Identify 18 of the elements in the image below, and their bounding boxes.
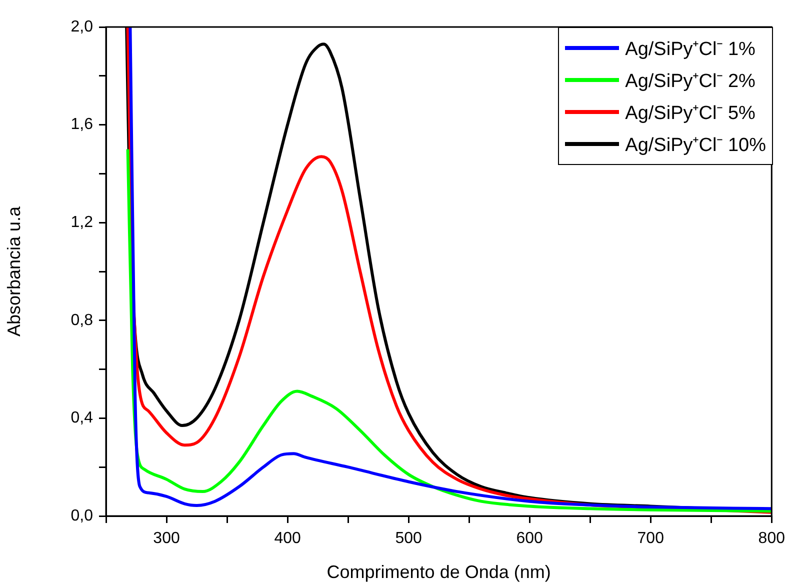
y-axis-title: Absorbancia u.a [4,205,24,337]
y-tick-label: 2,0 [70,18,94,36]
x-tick-label: 500 [395,530,422,548]
y-tick-label: 0,0 [70,507,94,524]
y-tick-label: 1,6 [70,116,94,134]
y-tick-label: 1,2 [70,214,94,232]
x-tick-label: 400 [274,530,301,548]
legend-label: Ag/SiPy⁺Cl⁻ 10% [625,134,766,157]
legend-label: Ag/SiPy⁺Cl⁻ 5% [625,102,756,125]
x-tick-label: 700 [637,530,664,548]
legend-label: Ag/SiPy⁺Cl⁻ 2% [625,70,756,93]
legend-label: Ag/SiPy⁺Cl⁻ 1% [625,38,756,61]
x-tick-label: 800 [758,530,786,548]
x-tick-label: 300 [153,530,180,548]
x-axis-title: Comprimento de Onda (nm) [326,562,551,582]
y-tick-label: 0,4 [70,410,94,427]
y-tick-label: 0,8 [70,312,94,329]
x-tick-label: 600 [516,530,544,548]
